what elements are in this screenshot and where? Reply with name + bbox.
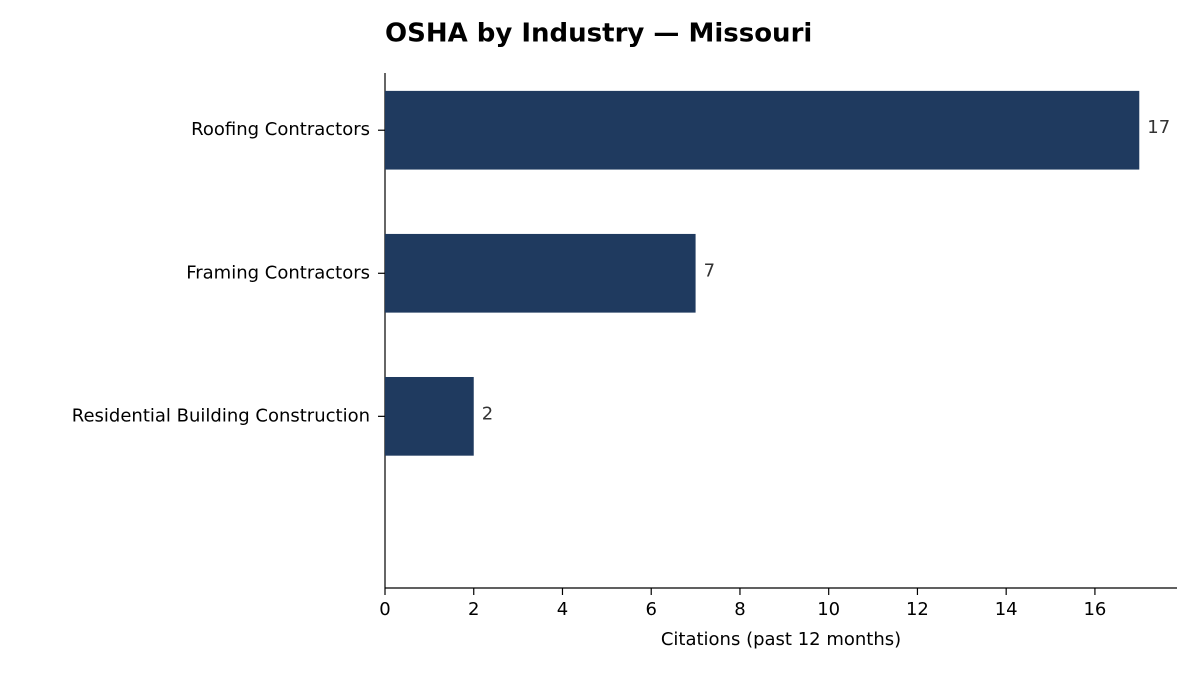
value-label: 7 <box>704 260 715 281</box>
x-tick-label: 12 <box>906 599 929 620</box>
y-tick-label: Residential Building Construction <box>72 405 370 426</box>
value-label: 2 <box>482 403 493 424</box>
x-tick-label: 10 <box>817 599 840 620</box>
value-label: 17 <box>1147 117 1170 138</box>
x-tick-label: 6 <box>645 599 656 620</box>
chart-title: OSHA by Industry — Missouri <box>385 19 812 49</box>
x-tick-label: 8 <box>734 599 745 620</box>
x-tick-label: 16 <box>1083 599 1106 620</box>
x-tick-label: 4 <box>557 599 568 620</box>
x-tick-label: 0 <box>379 599 390 620</box>
x-axis-label: Citations (past 12 months) <box>661 629 901 650</box>
y-tick-label: Framing Contractors <box>186 262 370 283</box>
bar <box>385 376 474 456</box>
x-tick-label: 14 <box>995 599 1018 620</box>
y-tick-label: Roofing Contractors <box>191 119 370 140</box>
bar <box>385 233 696 313</box>
bar <box>385 90 1140 170</box>
x-tick-label: 2 <box>468 599 479 620</box>
